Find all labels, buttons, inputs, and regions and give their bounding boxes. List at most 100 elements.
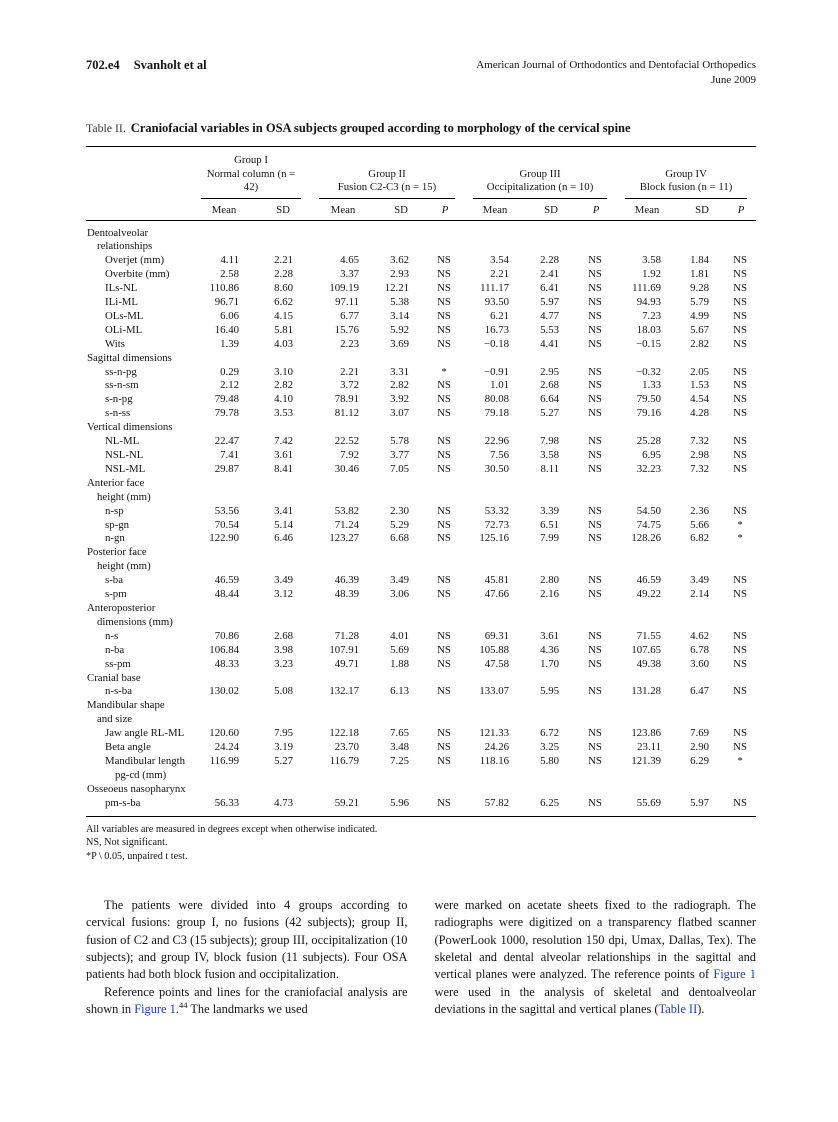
cell-value: 8.41 bbox=[274, 462, 294, 475]
cell-value: 133.07 bbox=[479, 685, 510, 698]
cell-value: 49.38 bbox=[636, 657, 662, 670]
cell-p-value: NS bbox=[588, 337, 602, 350]
cell-value: 6.82 bbox=[690, 532, 710, 545]
table-section-row: Vertical dimensions bbox=[86, 421, 756, 435]
cell-p-value: NS bbox=[437, 282, 451, 295]
cell-value: 1.84 bbox=[690, 254, 710, 267]
cell-value: 3.06 bbox=[390, 588, 410, 601]
row-label: sp-gn bbox=[105, 518, 129, 531]
empty-cells bbox=[192, 220, 756, 240]
cell-value: 8.60 bbox=[274, 282, 294, 295]
row-label: Wits bbox=[105, 337, 125, 350]
row-label: ILi-ML bbox=[105, 296, 138, 309]
cell-value: 3.37 bbox=[340, 268, 360, 281]
empty-cells bbox=[192, 560, 756, 574]
cross-reference-link[interactable]: Figure 1 bbox=[713, 967, 756, 982]
cell-value: 4.28 bbox=[690, 407, 710, 420]
col-header-sd: SD bbox=[376, 198, 427, 221]
cell-value: 23.11 bbox=[637, 741, 662, 754]
cell-value: 3.69 bbox=[390, 337, 410, 350]
cell-p-value: NS bbox=[437, 532, 451, 545]
cell-value: 48.33 bbox=[214, 657, 239, 670]
group-header-row: Group I Normal column (n = 42) Group II … bbox=[86, 147, 756, 199]
table-section-row: Dentoalveolar bbox=[86, 220, 756, 240]
cell-value: 2.82 bbox=[274, 379, 294, 392]
cell-p-value: NS bbox=[588, 309, 602, 322]
cell-value: 6.47 bbox=[690, 685, 710, 698]
cell-value: 3.39 bbox=[540, 504, 560, 517]
issue-date: June 2009 bbox=[711, 73, 756, 86]
cell-value: 7.65 bbox=[390, 727, 410, 740]
cell-value: 2.21 bbox=[274, 254, 294, 267]
cell-value: 9.28 bbox=[690, 282, 710, 295]
cell-value: 18.03 bbox=[636, 323, 662, 336]
cell-value: 2.05 bbox=[690, 365, 710, 378]
cell-p-value: NS bbox=[733, 268, 747, 281]
cell-p-value: NS bbox=[733, 449, 747, 461]
cell-p-value: NS bbox=[733, 796, 747, 809]
cell-p-value: NS bbox=[437, 574, 451, 587]
cell-value: 97.11 bbox=[335, 296, 360, 309]
table-section-row: relationships bbox=[86, 240, 756, 254]
empty-cells bbox=[192, 546, 756, 560]
group-subtitle: Block fusion (n = 11) bbox=[639, 181, 733, 193]
text-run: Reference points and lines for the crani… bbox=[86, 984, 408, 1016]
cell-p-value: NS bbox=[588, 296, 602, 309]
body-text: The patients were divided into 4 groups … bbox=[86, 897, 756, 1018]
cross-reference-link[interactable]: Figure 1 bbox=[134, 1001, 176, 1016]
citation-reference[interactable]: 44 bbox=[178, 999, 188, 1010]
cell-value: 122.18 bbox=[329, 727, 360, 740]
group-1-header: Group I Normal column (n = 42) bbox=[201, 154, 302, 199]
cell-value: 79.50 bbox=[636, 393, 662, 406]
cell-p-value: NS bbox=[588, 518, 602, 531]
cell-value: 22.52 bbox=[334, 435, 360, 448]
row-label: OLs-ML bbox=[105, 309, 144, 322]
cell-value: 71.28 bbox=[334, 629, 360, 642]
cell-value: 5.96 bbox=[390, 796, 410, 809]
cell-value: 7.95 bbox=[274, 727, 294, 740]
cross-reference-link[interactable]: Table II bbox=[658, 1001, 698, 1016]
cell-value: 1.01 bbox=[490, 379, 510, 392]
empty-cells bbox=[192, 672, 756, 686]
cell-p-value: NS bbox=[437, 518, 451, 531]
cell-value: 121.33 bbox=[479, 727, 510, 740]
cell-value: 123.86 bbox=[631, 727, 662, 740]
table-data-row: Beta angle 24.24 3.19 23.70 3.48 NS 24.26 3.25 N… bbox=[86, 741, 756, 755]
cell-value: 120.60 bbox=[209, 727, 239, 740]
cell-value: 16.40 bbox=[214, 323, 239, 336]
cell-value: 2.58 bbox=[220, 268, 239, 281]
cell-value: 123.27 bbox=[329, 532, 360, 545]
table-data-row: Wits 1.39 4.03 2.23 3.69 NS −0.18 4.41 NS −0.15 2.… bbox=[86, 338, 756, 352]
row-label: Dentoalveolar bbox=[87, 226, 149, 239]
cell-p-value: NS bbox=[437, 254, 451, 267]
table-data-row: sp-gn 70.54 5.14 71.24 5.29 NS 72.73 6.51 NS 74.7… bbox=[86, 519, 756, 533]
craniofacial-table: Group I Normal column (n = 42) Group II … bbox=[86, 146, 757, 817]
empty-cells bbox=[192, 769, 756, 783]
cell-value: 6.13 bbox=[390, 685, 410, 698]
cell-value: 3.92 bbox=[390, 393, 410, 406]
authors: Svanholt et al bbox=[133, 58, 207, 72]
table-data-row: ss-n-pg 0.29 3.10 2.21 3.31 * −0.91 2.95 NS −0.32… bbox=[86, 366, 756, 380]
cell-value: 1.81 bbox=[690, 268, 710, 281]
cell-value: 7.69 bbox=[690, 727, 710, 740]
table-data-row: s-pm 48.44 3.12 48.39 3.06 NS 47.66 2.16 NS 49.22… bbox=[86, 588, 756, 602]
cell-value: 2.98 bbox=[690, 449, 710, 461]
cell-value: 5.69 bbox=[390, 643, 410, 656]
cell-value: 46.59 bbox=[214, 574, 239, 587]
cell-value: 53.32 bbox=[484, 504, 510, 517]
cell-value: 5.92 bbox=[390, 323, 410, 336]
row-label: Cranial base bbox=[87, 671, 141, 684]
row-label: height (mm) bbox=[97, 560, 151, 573]
text-run: were used in the analysis of skeletal an… bbox=[434, 984, 757, 1016]
text-run: ). bbox=[697, 1001, 705, 1016]
cell-value: 7.23 bbox=[642, 309, 662, 322]
stat-header-row: Mean SD Mean SD P Mean SD P Mean SD P bbox=[86, 198, 757, 221]
cell-value: 116.79 bbox=[329, 754, 360, 767]
cell-p-value: NS bbox=[733, 629, 747, 642]
row-label: n-ba bbox=[105, 643, 125, 656]
row-label: Mandibular shape bbox=[87, 699, 165, 712]
row-label: Beta angle bbox=[105, 741, 151, 754]
cell-value: 107.65 bbox=[631, 643, 662, 656]
cell-value: 3.53 bbox=[274, 407, 294, 420]
group-subtitle: Normal column (n = 42) bbox=[206, 167, 296, 194]
